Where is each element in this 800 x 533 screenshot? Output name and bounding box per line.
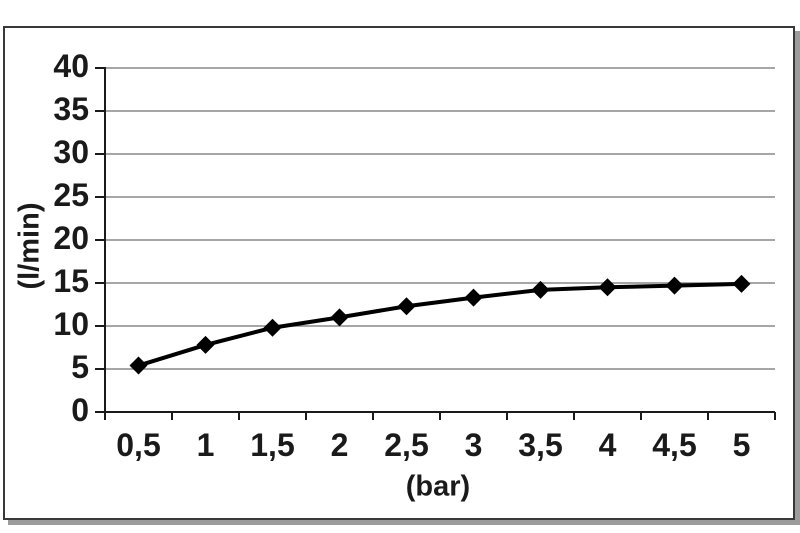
y-axis-title: (l/min) bbox=[13, 202, 46, 290]
flow-rate-curve-marker-6 bbox=[531, 280, 550, 299]
y-tick-label-20: 20 bbox=[53, 220, 89, 256]
x-tick-label-3,5: 3,5 bbox=[518, 427, 562, 463]
y-tick-label-0: 0 bbox=[71, 392, 89, 428]
x-tick-label-4: 4 bbox=[599, 427, 617, 463]
x-tick-label-2: 2 bbox=[331, 427, 349, 463]
y-tick-label-30: 30 bbox=[53, 134, 89, 170]
x-axis-title: (bar) bbox=[405, 470, 471, 503]
y-tick-label-40: 40 bbox=[53, 48, 89, 84]
x-tick-label-1,5: 1,5 bbox=[250, 427, 294, 463]
flow-rate-curve-marker-9 bbox=[732, 274, 751, 293]
flow-rate-curve-marker-4 bbox=[397, 297, 416, 316]
flow-rate-curve-marker-0 bbox=[129, 356, 148, 375]
x-tick-label-3: 3 bbox=[465, 427, 483, 463]
flow-rate-curve-marker-8 bbox=[665, 276, 684, 295]
x-tick-label-4,5: 4,5 bbox=[652, 427, 696, 463]
flow-rate-curve-marker-7 bbox=[598, 278, 617, 297]
y-tick-label-10: 10 bbox=[53, 306, 89, 342]
x-tick-label-5: 5 bbox=[733, 427, 751, 463]
y-tick-label-35: 35 bbox=[53, 91, 89, 127]
x-tick-label-0,5: 0,5 bbox=[116, 427, 160, 463]
flow-rate-curve-line bbox=[137, 281, 742, 368]
y-tick-label-15: 15 bbox=[53, 263, 89, 299]
y-tick-label-25: 25 bbox=[53, 177, 89, 213]
flow-rate-curve-marker-2 bbox=[263, 318, 282, 337]
x-tick-label-2,5: 2,5 bbox=[384, 427, 428, 463]
flow-rate-curve-marker-3 bbox=[330, 308, 349, 327]
chart-frame bbox=[3, 26, 795, 520]
flow-rate-curve-marker-1 bbox=[196, 335, 215, 354]
y-tick-label-5: 5 bbox=[71, 349, 89, 385]
x-tick-label-1: 1 bbox=[197, 427, 215, 463]
flow-rate-curve-marker-5 bbox=[464, 288, 483, 307]
